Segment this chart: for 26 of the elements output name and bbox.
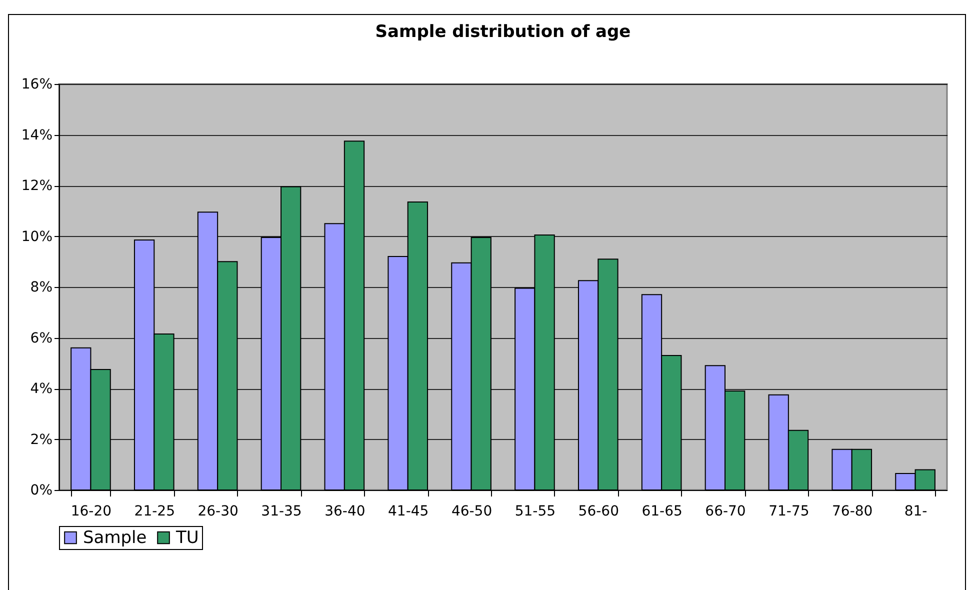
y-tick-label: 12% bbox=[21, 178, 52, 194]
y-tick-label: 14% bbox=[21, 127, 52, 144]
x-tick-label: 26-30 bbox=[198, 504, 238, 520]
x-tick-label: 36-40 bbox=[324, 504, 366, 520]
x-tick-label: 21-25 bbox=[134, 504, 175, 520]
legend-label: TU bbox=[175, 528, 199, 548]
y-tick-label: 10% bbox=[21, 228, 52, 245]
x-tick-label: 81- bbox=[904, 504, 928, 520]
x-tick-label: 41-45 bbox=[388, 504, 429, 520]
x-tick-label: 61-65 bbox=[642, 504, 682, 520]
x-tick-label: 51-55 bbox=[514, 504, 556, 520]
legend-label: Sample bbox=[83, 528, 147, 548]
x-tick-label: 56-60 bbox=[578, 504, 619, 520]
chart-title: Sample distribution of age bbox=[375, 22, 631, 42]
y-tick-label: 2% bbox=[30, 432, 52, 448]
x-tick-label: 16-20 bbox=[70, 504, 112, 520]
x-tick-label: 66-70 bbox=[705, 504, 746, 520]
y-tick-label: 4% bbox=[30, 381, 52, 397]
x-tick-label: 31-35 bbox=[261, 504, 302, 520]
x-tick-label: 76-80 bbox=[832, 504, 873, 520]
y-tick-label: 6% bbox=[30, 330, 52, 346]
y-tick-label: 0% bbox=[30, 482, 52, 498]
x-tick-label: 46-50 bbox=[451, 504, 492, 520]
y-tick-label: 8% bbox=[30, 280, 52, 296]
y-tick-label: 16% bbox=[21, 76, 52, 92]
x-tick-label: 71-75 bbox=[768, 504, 810, 520]
